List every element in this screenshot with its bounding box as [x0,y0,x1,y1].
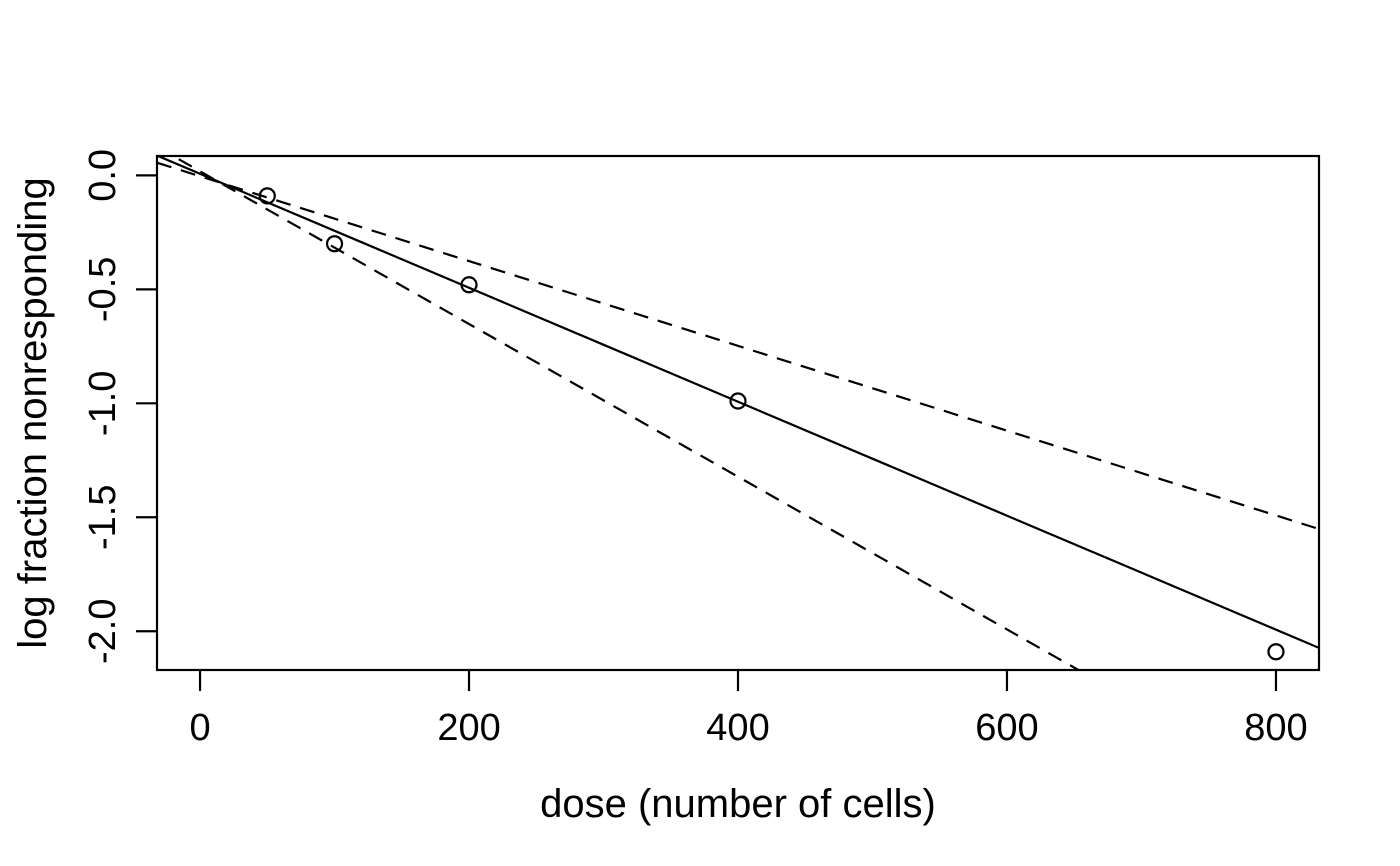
x-tick-label: 800 [1244,707,1307,749]
plot-border [155,154,1321,672]
data-point [258,187,276,205]
y-tick-label: -1.0 [82,371,124,436]
y-tick-label: -2.0 [82,599,124,664]
y-axis-title: log fraction nonresponding [11,177,55,648]
y-tick-label: 0.0 [82,149,124,202]
data-point [729,392,747,410]
data-point [460,276,478,294]
x-tick-label: 600 [975,707,1038,749]
x-tick-label: 400 [706,707,769,749]
x-tick-label: 0 [189,707,210,749]
x-tick-label: 200 [437,707,500,749]
y-tick-label: -1.5 [82,485,124,550]
fit-line [157,156,1319,649]
y-tick-label: -0.5 [82,257,124,322]
x-axis-title: dose (number of cells) [540,782,936,826]
upper-confidence-line [157,161,1319,531]
data-point [325,235,344,253]
data-point [1267,643,1285,661]
